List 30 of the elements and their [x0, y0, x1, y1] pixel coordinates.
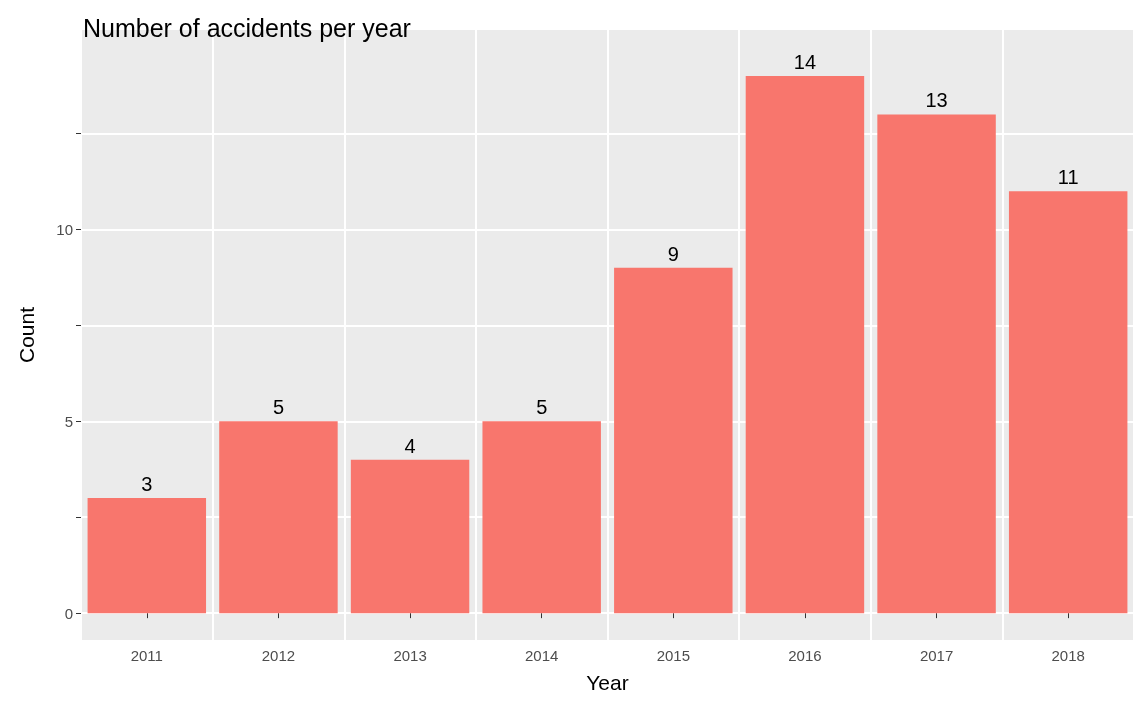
- x-tick-label: 2015: [656, 647, 690, 664]
- data-label: 14: [793, 51, 817, 74]
- bar: [614, 267, 733, 614]
- bar: [745, 76, 865, 614]
- bar: [1008, 191, 1128, 614]
- x-tick-label: 2016: [788, 647, 822, 664]
- y-tick-label: 5: [64, 412, 73, 430]
- bar: [482, 421, 601, 614]
- x-tick-label: 2014: [525, 647, 559, 664]
- bar: [350, 459, 470, 614]
- data-label: 5: [272, 396, 284, 419]
- y-tick-label: 10: [56, 221, 73, 238]
- data-label: 13: [925, 89, 948, 112]
- x-axis-title: Year: [586, 671, 629, 694]
- chart-title: Number of accidents per year: [83, 13, 411, 42]
- x-tick-label: 2011: [130, 647, 163, 664]
- x-tick-label: 2018: [1051, 647, 1085, 664]
- data-label: 4: [404, 434, 416, 457]
- y-axis-title: Count: [15, 306, 38, 364]
- data-label: 11: [1057, 166, 1079, 189]
- data-label: 3: [141, 473, 153, 496]
- data-label: 9: [667, 242, 679, 265]
- y-tick-label: 0: [64, 604, 73, 622]
- bar: [87, 498, 207, 614]
- x-tick-label: 2012: [261, 647, 296, 664]
- x-tick-label: 2013: [393, 647, 427, 664]
- x-tick-label: 2017: [919, 647, 954, 664]
- bar: [877, 114, 996, 614]
- bar: [219, 421, 338, 614]
- data-label: 5: [536, 396, 548, 419]
